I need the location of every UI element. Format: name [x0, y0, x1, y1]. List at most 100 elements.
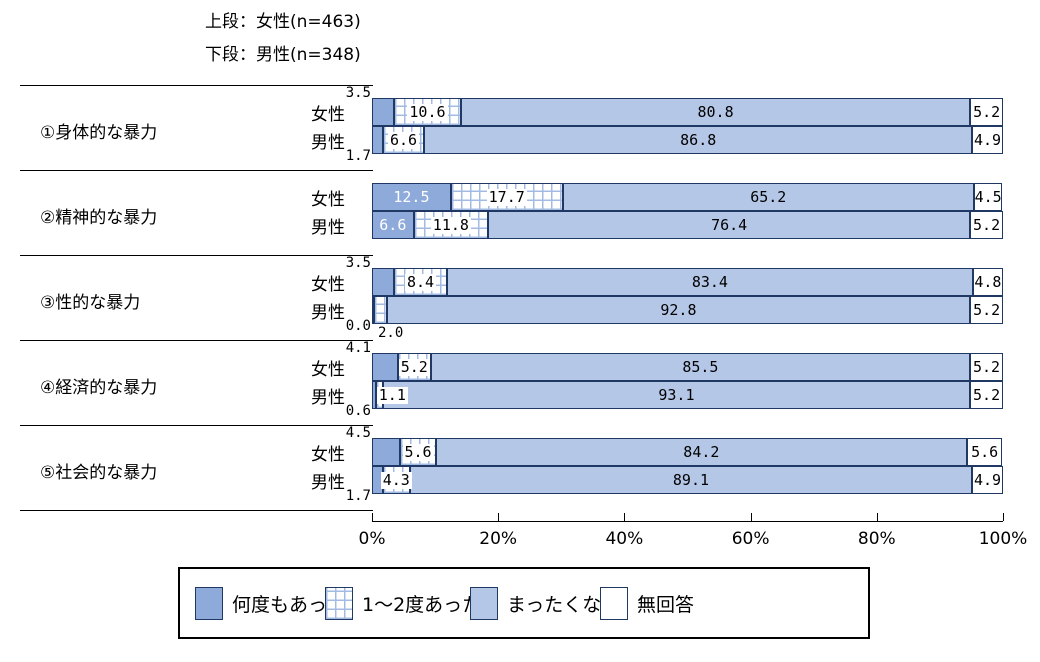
- bar-row: 6.6 86.8 4.9: [372, 126, 1003, 154]
- axis-tick: [750, 513, 752, 521]
- axis-tick-label: 100%: [978, 529, 1028, 549]
- category-label: ④経済的な暴力: [40, 378, 158, 398]
- category-label: ①身体的な暴力: [40, 123, 158, 143]
- bar-value-label: 6.6: [387, 130, 420, 149]
- bar-value-label: 89.1: [672, 470, 710, 489]
- bar-value-label: 0.6: [345, 403, 371, 419]
- bar-segment-never: 93.1: [382, 381, 971, 409]
- bar-segment-many-times: [372, 381, 376, 409]
- bar-value-label: 5.2: [398, 357, 430, 376]
- bar-segment-once-or-twice: 4.3: [380, 466, 412, 494]
- axis-tick: [1003, 513, 1004, 521]
- separator-line: [20, 85, 373, 86]
- bar-value-label: 10.6: [407, 102, 448, 121]
- legend-swatch-solid-light: [470, 587, 498, 620]
- axis-tick: [372, 513, 373, 521]
- bar-value-label: 92.8: [660, 300, 697, 319]
- row-gender-label: 女性: [311, 444, 345, 465]
- bar-value-label: 80.8: [697, 102, 734, 121]
- bar-value-label: 1.1: [376, 385, 408, 404]
- bar-value-label: 4.8: [974, 272, 1002, 291]
- axis-tick: [876, 513, 878, 521]
- legend-label: まったくない: [507, 594, 621, 616]
- row-gender-label: 男性: [311, 132, 345, 153]
- separator-line: [20, 170, 373, 171]
- bar-value-label: 2.0: [378, 325, 404, 341]
- bar-value-label: 5.2: [973, 102, 1001, 121]
- bar-row: 12.5 17.7 65.2 4.5: [372, 183, 1003, 211]
- bar-value-label: 6.6: [379, 215, 407, 234]
- bar-segment-once-or-twice: 6.6: [382, 126, 425, 154]
- bar-segment-never: 83.4: [447, 268, 973, 296]
- legend-item: まったくない: [470, 587, 620, 620]
- bar-row: 4.3 89.1 4.9: [372, 466, 1003, 494]
- row-gender-label: 男性: [311, 472, 345, 493]
- row-gender-label: 女性: [311, 274, 345, 295]
- bar-value-label: 5.2: [973, 300, 1001, 319]
- bar-segment-many-times: 6.6: [372, 211, 414, 239]
- bar-segment-once-or-twice: 8.4: [394, 268, 448, 296]
- bar-segment-no-answer: 5.2: [970, 381, 1003, 409]
- bar-segment-no-answer: 4.5: [973, 183, 1003, 211]
- separator-line: [20, 340, 373, 341]
- bar-value-label: 5.2: [973, 357, 1001, 376]
- axis-tick-label: 0%: [358, 529, 386, 549]
- bar-segment-never: 65.2: [562, 183, 974, 211]
- bar-row: 5.2 85.5 5.2: [372, 353, 1003, 381]
- row-gender-label: 男性: [311, 387, 345, 408]
- separator-line: [20, 425, 373, 426]
- bar-segment-never: 85.5: [430, 353, 971, 381]
- bar-segment-never: 80.8: [460, 98, 971, 126]
- bar-value-label: 4.1: [345, 340, 371, 356]
- bar-value-label: 0.0: [345, 318, 371, 334]
- bar-segment-many-times: [372, 296, 374, 324]
- legend-label: 何度もあった: [232, 594, 347, 616]
- bar-segment-no-answer: 5.2: [970, 353, 1003, 381]
- bar-segment-many-times: [372, 268, 395, 296]
- bar-segment-no-answer: 5.2: [970, 211, 1003, 239]
- category-label: ③性的な暴力: [40, 293, 141, 313]
- bar-row: 5.6 84.2 5.6: [372, 438, 1003, 466]
- bar-segment-never: 84.2: [435, 438, 968, 466]
- bar-segment-never: 86.8: [424, 126, 973, 154]
- bar-value-label: 76.4: [711, 215, 748, 234]
- bar-value-label: 65.2: [750, 187, 787, 206]
- bar-segment-never: 76.4: [488, 211, 971, 239]
- bar-segment-once-or-twice: 1.1: [375, 381, 408, 409]
- bar-value-label: 8.4: [404, 272, 437, 291]
- bar-segment-many-times: [372, 126, 383, 154]
- bar-value-label: 12.5: [393, 187, 430, 206]
- bar-segment-once-or-twice: 11.8: [413, 211, 489, 239]
- bar-segment-never: 89.1: [409, 466, 973, 494]
- bar-value-label: 5.2: [973, 385, 1001, 404]
- note-lower-male: 下段：男性(n=348): [205, 45, 361, 65]
- bar-row: 8.4 83.4 4.8: [372, 268, 1003, 296]
- row-gender-label: 女性: [311, 189, 345, 210]
- legend-item: 1～2度あった: [325, 587, 481, 620]
- axis-tick: [624, 513, 626, 521]
- bar-value-label: 4.3: [380, 470, 412, 489]
- bar-segment-many-times: [372, 438, 401, 466]
- bar-value-label: 5.6: [402, 442, 434, 461]
- bar-segment-no-answer: 5.2: [970, 296, 1003, 324]
- bar-value-label: 11.8: [430, 215, 471, 234]
- legend-item: 何度もあった: [195, 587, 346, 620]
- bar-segment-once-or-twice: 10.6: [394, 98, 461, 126]
- separator-line: [20, 255, 373, 256]
- axis-tick-label: 60%: [731, 529, 770, 549]
- legend-swatch-solid-dark: [195, 587, 223, 620]
- legend-item: 無回答: [600, 587, 694, 620]
- bar-row: 92.8 5.2: [372, 296, 1003, 324]
- bar-value-label: 4.5: [345, 425, 371, 441]
- bar-value-label: 84.2: [683, 442, 720, 461]
- category-label: ②精神的な暴力: [40, 208, 158, 228]
- bar-value-label: 4.9: [973, 130, 1002, 149]
- bar-segment-no-answer: 5.2: [970, 98, 1003, 126]
- bar-segment-once-or-twice: 5.6: [400, 438, 436, 466]
- note-upper-female: 上段：女性(n=463): [205, 12, 361, 32]
- bar-segment-no-answer: 4.9: [972, 466, 1003, 494]
- bar-segment-no-answer: 4.9: [972, 126, 1003, 154]
- axis-tick-label: 40%: [605, 529, 644, 549]
- bar-value-label: 4.9: [973, 470, 1002, 489]
- bar-value-label: 1.7: [345, 488, 371, 504]
